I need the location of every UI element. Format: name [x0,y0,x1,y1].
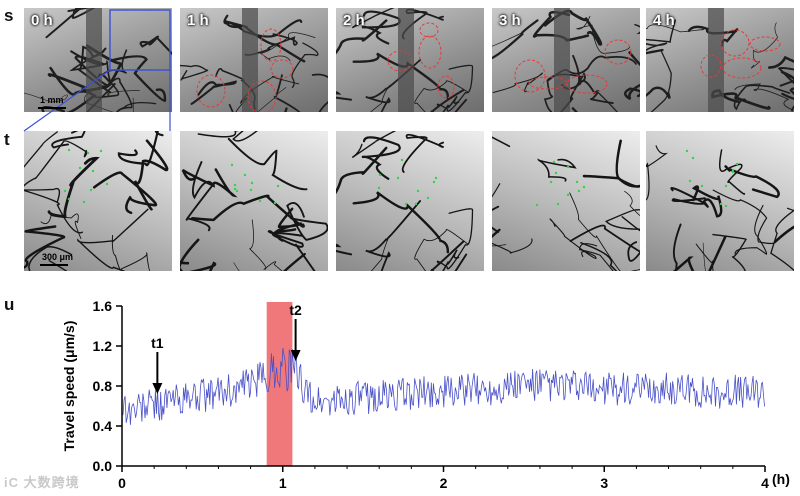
image-tile-s: 1 h [180,8,328,112]
time-label: 2 h [343,12,365,29]
travel-speed-chart: 0.0 0.4 0.8 1.2 1.6 0 1 2 3 4 Travel speed (μm/s)… [61,298,790,490]
image-tile-s: 2 h [336,8,484,112]
scale-bar-s [38,107,66,109]
scale-bar-t [40,264,68,266]
image-tile-t [646,131,794,271]
time-label: 1 h [187,12,209,29]
image-tile-s: 4 h [646,8,794,112]
y-tick-label: 1.6 [93,298,113,314]
time-label: 0 h [31,12,53,29]
image-tile-t [336,131,484,271]
annotation-label: t2 [289,302,302,318]
series-line [121,347,765,425]
panel-letter-u: u [4,295,15,314]
image-tile-s: 3 h [492,8,640,112]
y-axis-label: Travel speed (μm/s) [61,321,77,452]
time-label: 3 h [499,12,521,29]
scale-label-s: 1 mm [40,95,64,105]
zoom-line-left [23,69,111,132]
image-tile-t [24,131,172,271]
annotation-label: t1 [151,335,164,351]
annotation-arrowhead [152,383,163,394]
watermark: iC 大数跨境 [4,475,80,490]
zoom-indicator [23,9,171,132]
image-tile-s: 0 h [24,8,172,112]
panel-letter-s: s [4,6,14,25]
time-label: 4 h [653,12,675,29]
zoom-box [109,9,171,71]
y-tick-label: 0.8 [93,378,113,394]
x-tick-label: 1 [279,475,287,490]
y-tick-label: 1.2 [93,338,113,354]
x-tick-label: 4 [761,475,769,490]
y-tick-label: 0.0 [93,458,113,474]
image-tile-t [492,131,640,271]
x-tick-label: 0 [118,475,126,490]
scale-label-t: 300 μm [42,252,74,262]
y-tick-label: 0.4 [93,418,113,434]
x-tick-label: 2 [440,475,448,490]
image-tile-t [180,131,328,271]
panel-letter-t: t [4,130,10,149]
annotation-arrowhead [290,350,301,361]
x-tick-label: 3 [600,475,608,490]
x-unit-label: (h) [772,471,790,487]
